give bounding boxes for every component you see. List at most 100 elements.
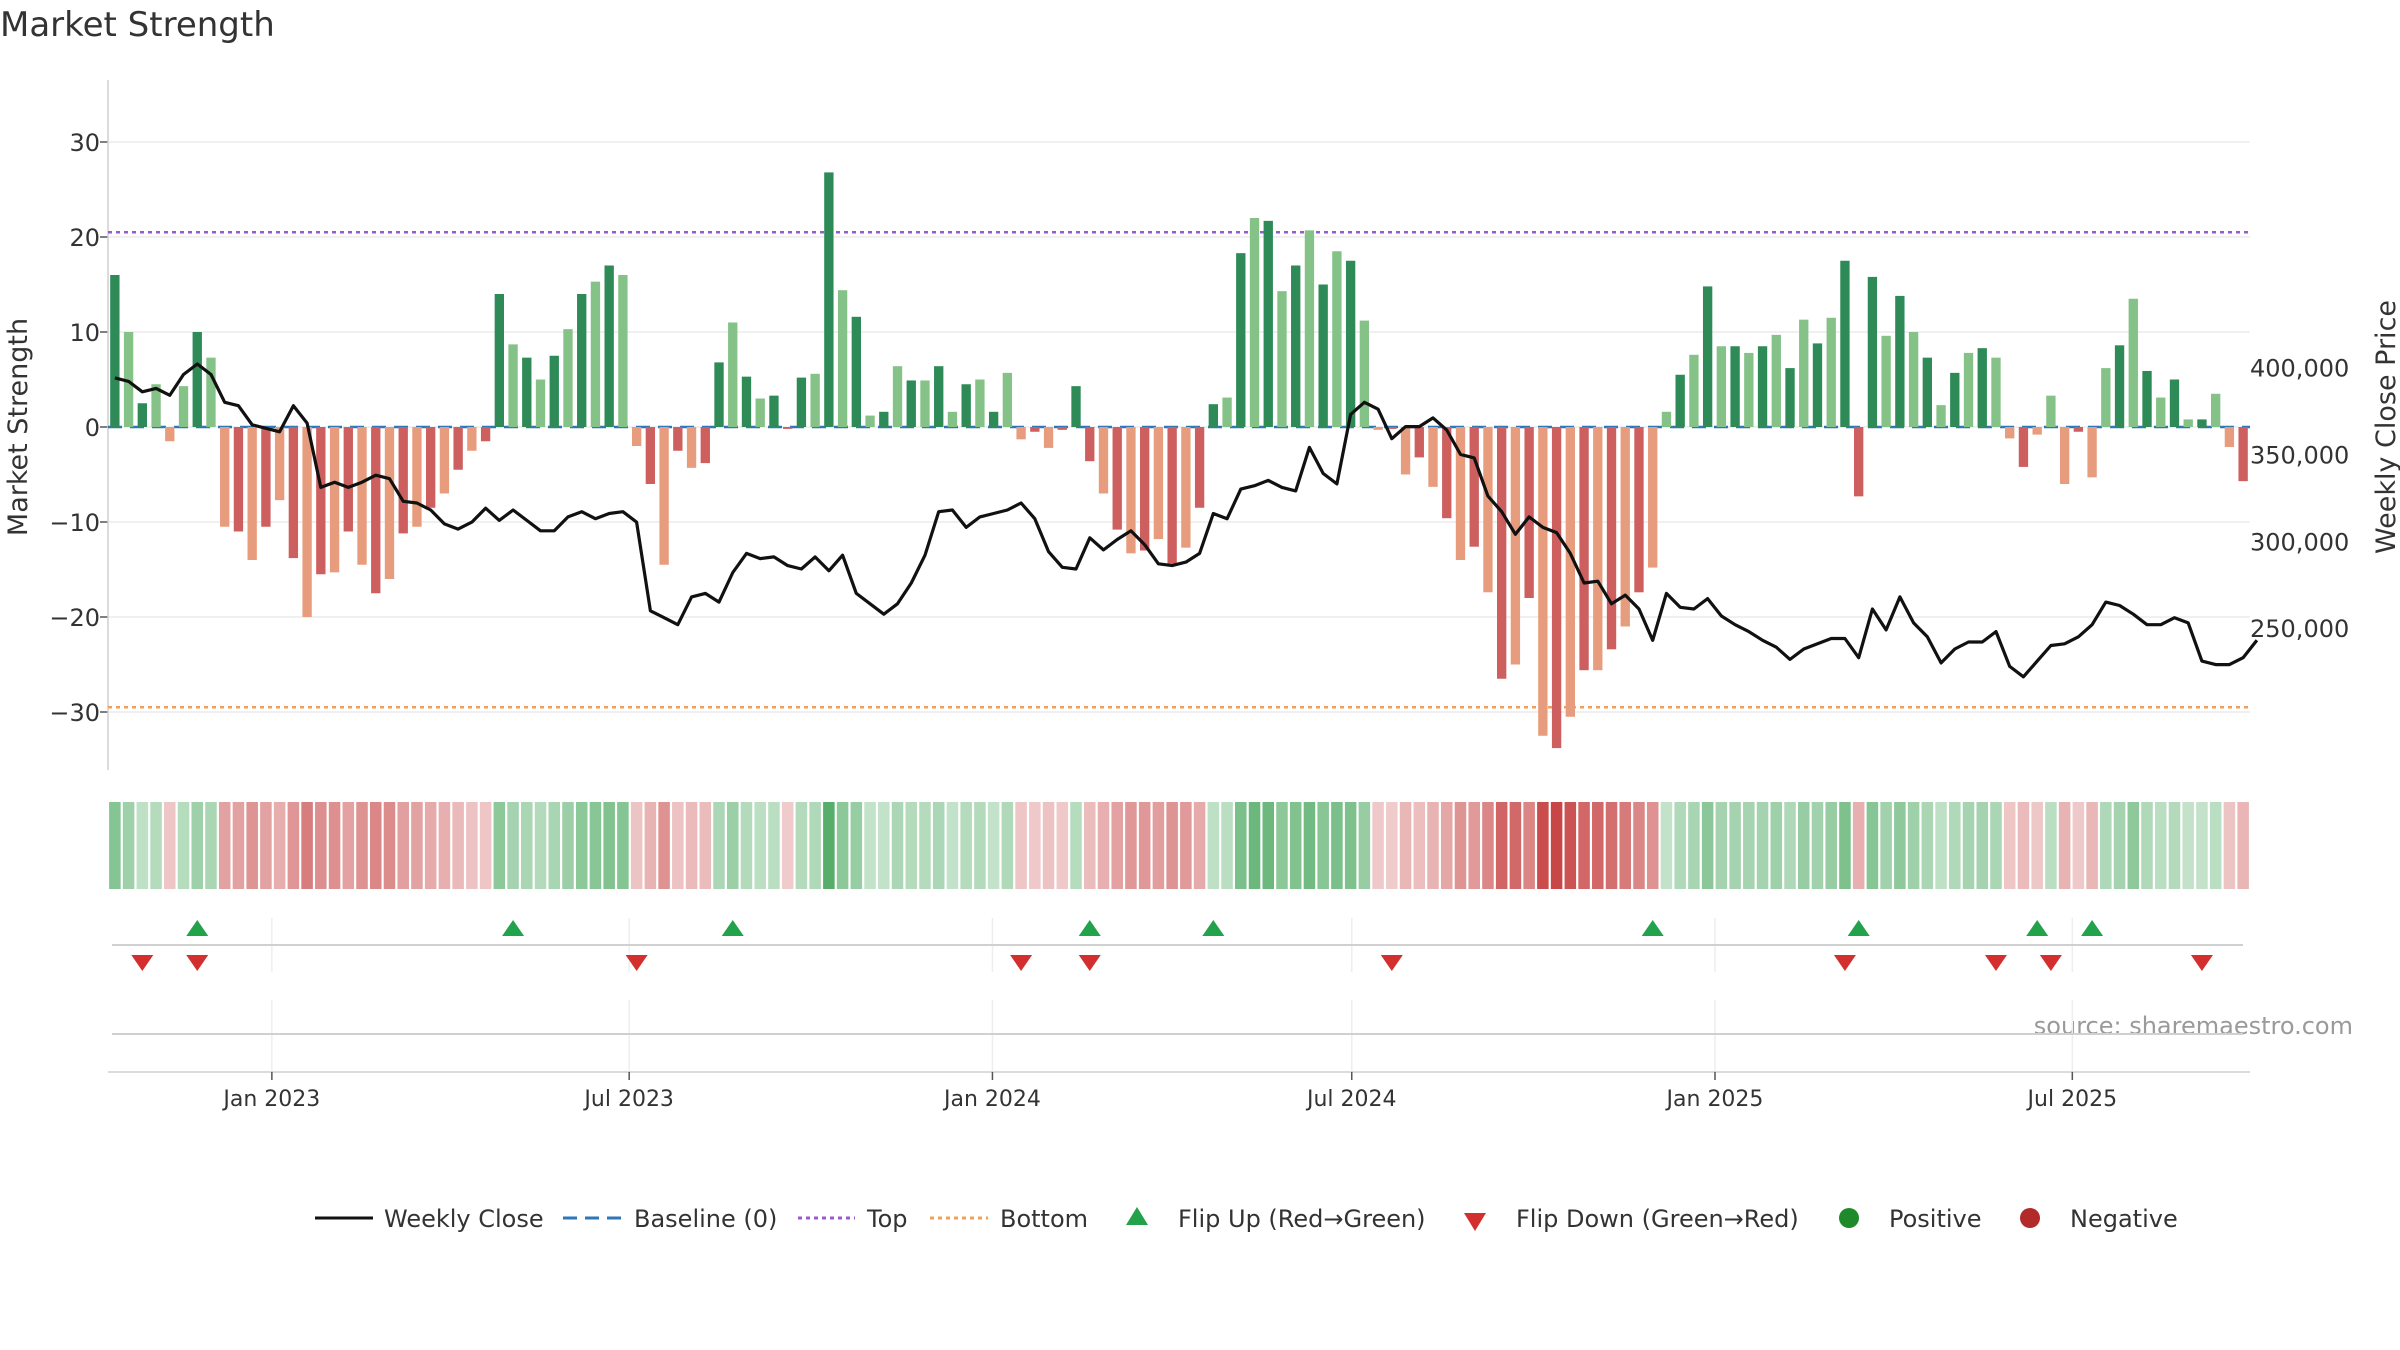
strength-bar xyxy=(2046,395,2056,427)
strength-strip-cell xyxy=(177,802,190,889)
strength-strip-cell xyxy=(1001,802,1014,889)
legend-baseline-label: Baseline (0) xyxy=(634,1205,777,1233)
strength-strip-cell xyxy=(932,802,945,889)
strength-bar xyxy=(398,427,408,534)
flip-up-marker xyxy=(1847,920,1870,936)
strength-strip-cell xyxy=(2237,802,2249,889)
flip-down-marker xyxy=(2190,955,2213,971)
strength-strip-cell xyxy=(1221,802,1233,889)
strength-bar xyxy=(1483,427,1493,593)
strength-strip-cell xyxy=(836,802,849,889)
strength-bar xyxy=(824,172,834,427)
strength-strip-cell xyxy=(974,802,986,889)
strength-bar xyxy=(1730,346,1740,427)
y-right-tick-label: 300,000 xyxy=(2250,528,2349,556)
strength-strip-cell xyxy=(1344,802,1357,889)
strength-strip-cell xyxy=(1852,802,1865,889)
strength-bar xyxy=(700,427,710,464)
strength-strip-cell xyxy=(2168,802,2181,889)
flip-down-marker xyxy=(1010,955,1033,971)
strength-bar xyxy=(302,427,312,617)
strength-bar xyxy=(1757,346,1768,427)
strength-bar xyxy=(1881,335,1891,427)
flip-down-marker xyxy=(131,955,154,971)
strength-bar xyxy=(1840,260,1850,427)
strength-bar xyxy=(1689,354,1699,427)
strength-strip-cell xyxy=(1070,802,1082,889)
strength-bar xyxy=(1469,427,1479,547)
strength-bar xyxy=(357,427,367,565)
strength-bar xyxy=(1030,427,1040,432)
strength-bar xyxy=(2183,419,2193,427)
strength-strip-cell xyxy=(905,802,918,889)
strength-strip-cell xyxy=(164,802,176,889)
strength-bar xyxy=(1071,386,1081,427)
strength-strip-cell xyxy=(2113,802,2126,889)
strength-bar xyxy=(1675,374,1685,427)
strength-strip-cell xyxy=(1482,802,1494,889)
strength-bar xyxy=(453,427,463,470)
strength-bar xyxy=(783,427,793,429)
strength-strip-cell xyxy=(562,802,574,889)
x-tick-label: Jul 2023 xyxy=(582,1087,674,1112)
strength-strip-cell xyxy=(150,802,162,889)
strength-strip-cell xyxy=(1894,802,1906,889)
strength-bar xyxy=(796,377,807,427)
strength-bar xyxy=(631,427,642,446)
strength-strip-cell xyxy=(960,802,972,889)
strength-strip-cell xyxy=(2182,802,2194,889)
strength-strip-cell xyxy=(1537,802,1549,889)
y-left-tick-label: −10 xyxy=(49,509,100,537)
strength-strip-cell xyxy=(1633,802,1645,889)
strength-bar xyxy=(1002,372,1013,427)
strength-strip-cell xyxy=(1619,802,1632,889)
strength-strip-cell xyxy=(713,802,725,889)
strength-strip-cell xyxy=(1056,802,1069,889)
strength-strip-cell xyxy=(1358,802,1371,889)
strength-bar xyxy=(1085,427,1095,462)
flip-up-marker xyxy=(2026,920,2049,936)
y-right-tick-label: 250,000 xyxy=(2250,615,2349,643)
strength-strip-cell xyxy=(2072,802,2085,889)
y-left-tick-label: 0 xyxy=(85,414,100,442)
strength-bar xyxy=(769,395,779,427)
strength-strip-cell xyxy=(1839,802,1851,889)
strength-strip-cell xyxy=(218,802,231,889)
strength-strip-cell xyxy=(1138,802,1151,889)
strength-bar xyxy=(549,355,559,427)
strength-bar xyxy=(1442,427,1452,519)
strength-bar xyxy=(673,427,683,451)
strength-strip-cell xyxy=(1715,802,1728,889)
legend-weekly-close-label: Weekly Close xyxy=(384,1205,544,1233)
strength-bar xyxy=(618,275,628,427)
y-left-tick-label: 10 xyxy=(69,319,100,347)
strength-strip-cell xyxy=(1784,802,1796,889)
strength-strip-cell xyxy=(1688,802,1700,889)
strength-strip-cell xyxy=(685,802,698,889)
strength-strip-cell xyxy=(1372,802,1384,889)
strength-strip-cell xyxy=(1866,802,1879,889)
x-vertical-gridlines xyxy=(271,918,2074,1072)
strength-bar xyxy=(1895,295,1905,427)
strength-strip-cell xyxy=(369,802,382,889)
strength-strip-cell xyxy=(946,802,959,889)
strength-bar xyxy=(1922,357,1932,427)
strength-strip-cell xyxy=(1235,802,1247,889)
strength-bar xyxy=(1702,286,1713,427)
reference-lines xyxy=(108,231,2250,709)
strength-strip-cell xyxy=(1949,802,1961,889)
strength-strip-cell xyxy=(260,802,272,889)
strength-bar xyxy=(645,427,656,484)
strength-bar xyxy=(220,427,230,527)
strength-bar xyxy=(659,427,669,565)
strength-strip-cell xyxy=(1797,802,1810,889)
strength-strip-cell xyxy=(1592,802,1604,889)
strength-strip-cell xyxy=(589,802,602,889)
legend-negative-icon xyxy=(2020,1208,2040,1228)
strength-bar xyxy=(1826,317,1836,427)
strength-bar xyxy=(233,427,244,532)
strength-bar xyxy=(865,415,875,427)
strength-bar xyxy=(1373,427,1383,430)
strength-strip-cell xyxy=(987,802,1000,889)
